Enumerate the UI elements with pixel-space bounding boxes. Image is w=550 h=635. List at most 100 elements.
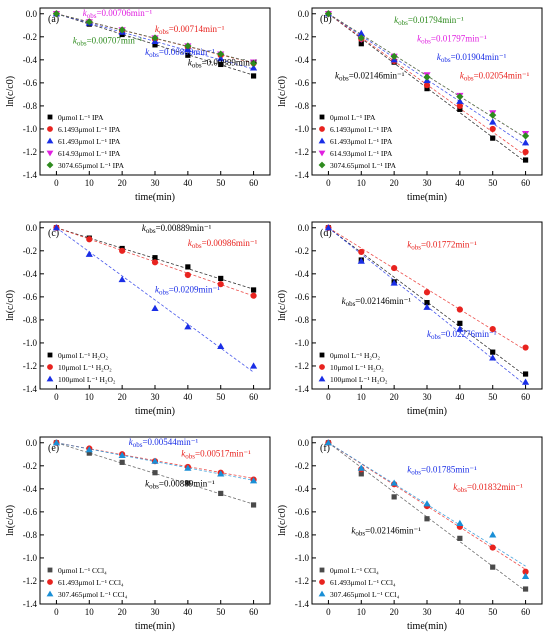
y-tick-label: -1.0 (295, 553, 310, 563)
x-tick-label: 40 (183, 392, 193, 402)
y-tick-label: -0.4 (295, 55, 310, 65)
data-point (251, 73, 256, 78)
data-point (423, 500, 430, 506)
x-axis-label: time(min) (135, 621, 175, 632)
x-tick-label: 20 (118, 392, 128, 402)
y-tick-label: -1.2 (23, 147, 37, 157)
rate-constant-annotation: kobs=0.00889min⁻¹ (188, 58, 258, 70)
y-tick-label: -1.2 (23, 576, 37, 586)
data-point (358, 249, 364, 255)
legend-entry: 3074.65μmol L⁻¹ IPA (58, 161, 125, 170)
x-tick-label: 10 (85, 178, 95, 188)
data-point (185, 264, 190, 269)
x-tick-label: 60 (521, 607, 531, 617)
chart-panel: 0.0-0.2-0.4-0.6-0.8-1.0-1.2-1.40 10 20 30 40… (277, 222, 542, 417)
data-point (119, 276, 126, 282)
x-tick-label: 20 (390, 178, 400, 188)
legend-entry: 614.93μmol L⁻¹ IPA (58, 149, 121, 158)
data-point (151, 305, 158, 311)
y-tick-label: -0.4 (295, 484, 310, 494)
x-tick-label: 10 (357, 392, 367, 402)
x-axis-label: time(min) (407, 406, 447, 417)
y-tick-label: -1.2 (295, 147, 309, 157)
legend-marker (47, 162, 54, 169)
legend-entry: 0μmol L⁻¹ IPA (58, 113, 104, 122)
chart-panel: 0.0-0.2-0.4-0.6-0.8-1.0-1.2-1.40 10 20 30 40… (5, 8, 270, 203)
x-tick-label: 0 (326, 607, 331, 617)
x-tick-label: 50 (488, 178, 498, 188)
x-tick-label: 20 (390, 392, 400, 402)
y-tick-label: -0.8 (23, 101, 38, 111)
data-point (185, 272, 191, 278)
x-tick-label: 30 (423, 607, 433, 617)
legend-entry: 61.493μmol L⁻¹ IPA (330, 137, 393, 146)
x-axis-label: time(min) (407, 621, 447, 632)
legend-entry: 100μmol L⁻¹ H₂O₂ (330, 375, 388, 384)
y-tick-label: -1.4 (295, 384, 310, 394)
y-tick-label: -0.6 (295, 292, 310, 302)
x-tick-label: 30 (151, 392, 161, 402)
x-tick-label: 10 (85, 607, 95, 617)
data-point (424, 516, 429, 521)
rate-constant-annotation: kobs=0.00544min⁻¹ (129, 437, 199, 449)
x-tick-label: 40 (455, 392, 465, 402)
data-point (522, 139, 529, 145)
data-point (457, 306, 463, 312)
legend-marker (47, 126, 53, 132)
data-point (423, 74, 430, 81)
legend-marker (47, 138, 54, 144)
y-tick-label: 0.0 (26, 9, 38, 19)
data-point (489, 118, 496, 124)
data-point (391, 265, 397, 271)
legend-entry: 0μmol L⁻¹ H₂O₂ (330, 351, 380, 360)
data-point (490, 136, 495, 141)
legend-marker (319, 162, 326, 169)
y-tick-label: -1.2 (23, 361, 37, 371)
y-tick-label: -1.4 (23, 599, 38, 609)
y-axis-label: ln(c/c0) (277, 76, 288, 107)
legend-entry: 0μmol L⁻¹ CCl₄ (58, 566, 107, 575)
legend-marker (47, 151, 54, 157)
rate-constant-annotation: kobs=0.01785min⁻¹ (407, 465, 477, 477)
x-tick-label: 40 (183, 178, 193, 188)
rate-constant-annotation: kobs=0.00517min⁻¹ (181, 449, 251, 461)
legend-entry: 0μmol L⁻¹ IPA (330, 113, 376, 122)
y-tick-label: 0.0 (26, 223, 38, 233)
y-tick-label: -0.4 (23, 55, 38, 65)
rate-constant-annotation: kobs=0.0209min⁻¹ (155, 284, 220, 296)
data-point (152, 259, 158, 265)
data-point (218, 276, 223, 281)
legend-marker (47, 376, 54, 382)
legend-entry: 3074.65μmol L⁻¹ IPA (330, 161, 397, 170)
data-point (120, 460, 125, 465)
y-tick-label: -1.4 (23, 384, 38, 394)
y-tick-label: -0.8 (295, 101, 310, 111)
data-point (490, 565, 495, 570)
y-tick-label: -0.2 (295, 246, 309, 256)
y-tick-label: 0.0 (26, 438, 38, 448)
y-tick-label: -0.8 (295, 530, 310, 540)
y-tick-label: -0.6 (23, 507, 38, 517)
legend-marker (320, 568, 325, 573)
y-tick-label: -0.8 (23, 315, 38, 325)
data-point (490, 544, 496, 550)
y-tick-label: -0.6 (23, 78, 38, 88)
legend-marker (48, 568, 53, 573)
legend-marker (320, 115, 325, 120)
x-tick-label: 10 (357, 178, 367, 188)
data-point (456, 520, 463, 526)
rate-constant-annotation: kobs=0.02146min⁻¹ (342, 296, 412, 308)
data-point (250, 293, 256, 299)
x-tick-label: 20 (118, 607, 128, 617)
y-tick-label: -0.8 (23, 530, 38, 540)
y-tick-label: -0.4 (295, 269, 310, 279)
x-tick-label: 60 (521, 178, 531, 188)
legend-entry: 6.1493μmol L⁻¹ IPA (58, 125, 121, 134)
legend-entry: 307.465μmol L⁻¹ CCl₄ (58, 590, 128, 599)
x-tick-label: 20 (118, 178, 128, 188)
legend-entry: 61.493μmol L⁻¹ CCl₄ (58, 578, 124, 587)
y-tick-label: -1.0 (295, 338, 310, 348)
y-tick-label: -1.0 (23, 553, 38, 563)
y-tick-label: -0.2 (295, 461, 309, 471)
y-tick-label: -1.4 (23, 170, 38, 180)
